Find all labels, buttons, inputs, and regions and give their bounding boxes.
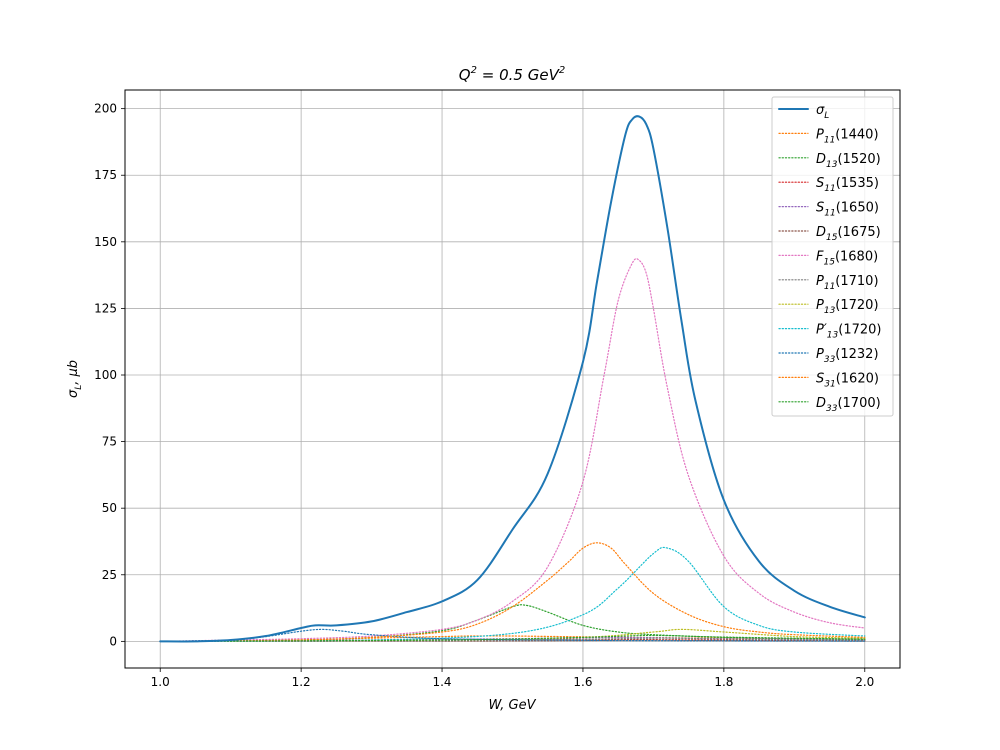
y-tick-label: 175: [94, 168, 117, 182]
y-tick-label: 125: [94, 301, 117, 315]
y-axis: 0 25 50 75 100 125 150 175 200: [94, 102, 125, 648]
x-tick-label: 1.0: [151, 675, 170, 689]
legend-entry: D13(1520): [816, 152, 881, 170]
legend-entry: D15(1675): [816, 225, 881, 243]
y-tick-label: 50: [102, 501, 117, 515]
legend-entry: P11(1710): [816, 274, 879, 292]
series-line-7: [159, 258, 866, 642]
legend-entry: P′13(1720): [816, 323, 881, 341]
y-tick-label: 150: [94, 235, 117, 249]
y-tick-label: 200: [94, 102, 117, 116]
legend-box: [771, 96, 894, 417]
x-tick-label: 1.2: [292, 675, 311, 689]
y-tick-label: 100: [94, 368, 117, 382]
legend: σL P11(1440) D13(1520) S11(1535) S11(1650) D1…: [771, 96, 894, 417]
series-line-12: [159, 542, 866, 642]
series-line-6: [159, 639, 866, 642]
y-tick-label: 25: [102, 568, 117, 582]
grid: [125, 90, 900, 668]
x-tick-label: 1.6: [573, 675, 592, 689]
x-tick-label: 2.0: [855, 675, 874, 689]
legend-entry: P13(1720): [816, 298, 879, 316]
x-axis-label: W, GeV: [488, 698, 536, 713]
legend-entry: S31(1620): [816, 371, 879, 389]
y-tick-label: 75: [102, 435, 117, 449]
series-line-8: [159, 637, 866, 642]
x-axis: 1.0 1.2 1.4 1.6 1.8 2.0: [151, 668, 874, 689]
x-tick-label: 1.4: [432, 675, 451, 689]
legend-entry: P33(1232): [816, 347, 879, 365]
legend-entry: S11(1650): [816, 201, 879, 219]
legend-entry: F15(1680): [816, 249, 878, 267]
series-line-13: [159, 634, 866, 642]
plot-series: [159, 115, 866, 643]
legend-entry: D33(1700): [816, 396, 881, 414]
series-line-10: [159, 546, 866, 642]
series-line-1: [159, 115, 866, 643]
legend-entry: σL: [816, 103, 829, 121]
legend-entry: P11(1440): [816, 127, 879, 145]
y-axis-label: σL, μb: [66, 360, 84, 398]
chart-title: Q2 = 0.5 GeV2: [459, 65, 565, 84]
y-tick-label: 0: [109, 634, 117, 648]
plot-frame: [124, 89, 901, 669]
legend-entry: S11(1535): [816, 176, 879, 194]
x-tick-label: 1.8: [714, 675, 733, 689]
